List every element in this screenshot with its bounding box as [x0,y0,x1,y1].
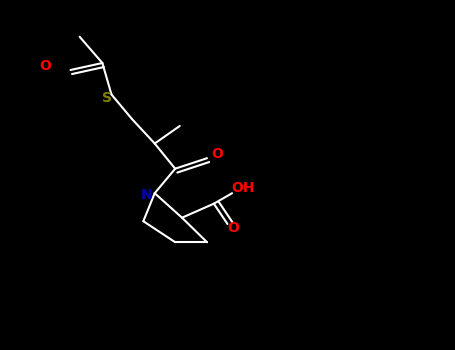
Text: O: O [40,60,51,74]
Text: O: O [227,221,239,235]
Text: S: S [102,91,112,105]
Text: OH: OH [232,181,255,195]
Text: O: O [212,147,223,161]
Text: N: N [141,188,152,202]
